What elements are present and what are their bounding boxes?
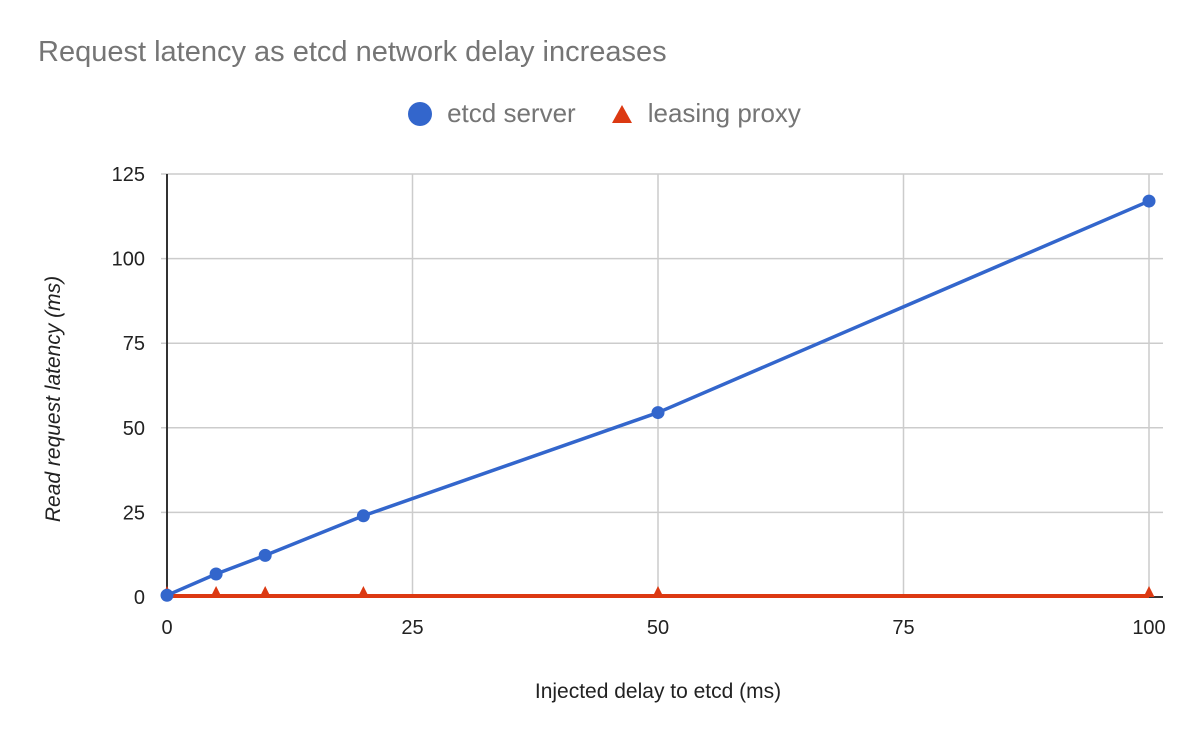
x-tick-label: 100: [1132, 617, 1165, 639]
data-point[interactable]: [210, 585, 222, 597]
data-point[interactable]: [209, 567, 223, 581]
data-point[interactable]: [160, 588, 174, 602]
x-tick-label: 25: [401, 617, 423, 639]
legend-item-leasing-proxy[interactable]: leasing proxy: [610, 98, 801, 129]
chart-title: Request latency as etcd network delay in…: [38, 36, 667, 68]
data-point[interactable]: [651, 406, 665, 420]
y-tick-label: 25: [123, 502, 145, 524]
data-point[interactable]: [357, 585, 369, 597]
tick-labels: 0 25 50 75 100 125 0 25 50 75 100: [112, 164, 1166, 639]
grid: [161, 173, 1163, 598]
data-point[interactable]: [356, 509, 370, 523]
x-tick-label: 75: [892, 617, 914, 639]
y-tick-label: 100: [112, 249, 145, 271]
legend: etcd server leasing proxy: [0, 98, 1200, 129]
y-axis-title: Read request latency (ms): [42, 276, 65, 522]
legend-item-etcd-server[interactable]: etcd server: [407, 98, 576, 129]
series-leasing-proxy: [161, 585, 1155, 598]
data-point[interactable]: [258, 548, 272, 562]
axes: [161, 174, 1163, 598]
series-etcd-server: [160, 194, 1156, 602]
x-tick-label: 0: [161, 617, 172, 639]
data-point[interactable]: [652, 585, 664, 597]
legend-label: leasing proxy: [647, 98, 801, 128]
legend-label: etcd server: [447, 98, 576, 128]
x-tick-label: 50: [647, 617, 669, 639]
x-axis-title: Injected delay to etcd (ms): [535, 680, 781, 703]
y-tick-label: 0: [134, 587, 145, 609]
y-tick-label: 50: [123, 418, 145, 440]
legend-marker-triangle-icon: [610, 103, 634, 125]
series-line: [166, 199, 1150, 597]
y-tick-label: 75: [123, 333, 145, 355]
y-tick-label: 125: [112, 164, 145, 186]
data-point[interactable]: [259, 585, 271, 597]
legend-marker-circle-icon: [407, 101, 433, 127]
series: [160, 194, 1156, 602]
data-point[interactable]: [1142, 194, 1156, 208]
data-point[interactable]: [1143, 585, 1155, 597]
